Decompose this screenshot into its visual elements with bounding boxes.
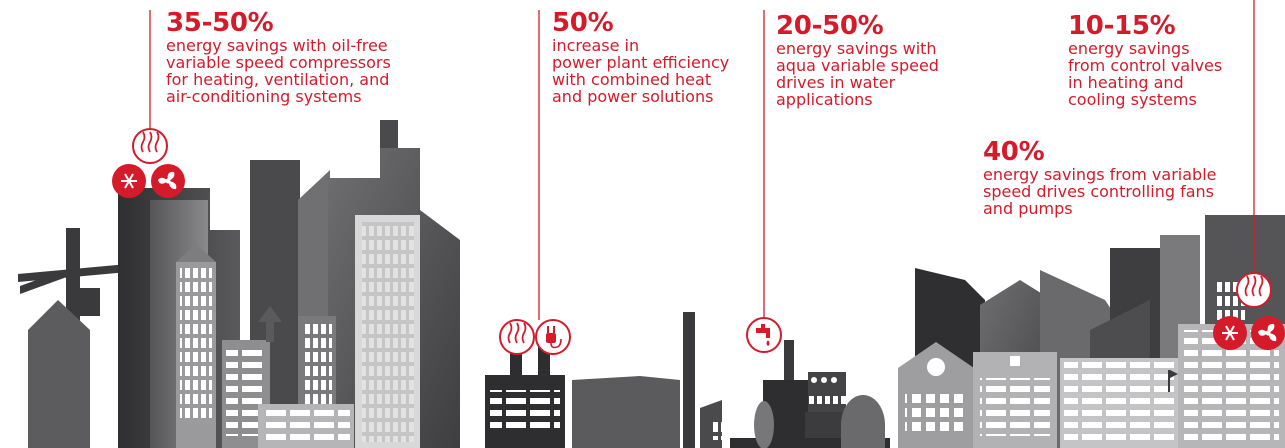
- stat-valves-description: energy savings from control valves in he…: [1068, 40, 1222, 108]
- crane: [18, 228, 150, 448]
- stat-hvac-line-3: for heating, ventilation, and: [166, 70, 390, 89]
- stat-water-description: energy savings with aqua variable speed …: [776, 40, 939, 108]
- heat-waves-icon: [499, 319, 535, 355]
- stat-fans-line-1: energy savings from variable: [983, 165, 1217, 184]
- fan-icon: [1251, 316, 1285, 350]
- stat-valves-line-3: in heating and: [1068, 73, 1184, 92]
- stat-fans-line-2: speed drives controlling fans: [983, 182, 1214, 201]
- heat-waves-icon: [132, 128, 168, 164]
- power-plant-group: [485, 312, 890, 448]
- left-city-group: [18, 120, 460, 448]
- callout-lines: [149, 0, 1255, 320]
- stat-water: 20-50% energy savings with aqua variable…: [776, 12, 939, 108]
- snowflake-icon: [1213, 316, 1247, 350]
- stat-water-percent: 20-50%: [776, 11, 884, 41]
- stat-chp: 50% increase in power plant efficiency w…: [552, 9, 729, 105]
- stat-fans-percent: 40%: [983, 137, 1045, 167]
- stat-hvac-description: energy savings with oil-free variable sp…: [166, 37, 391, 105]
- heat-waves-icon: [1236, 272, 1272, 308]
- stat-hvac: 35-50% energy savings with oil-free vari…: [166, 9, 391, 105]
- stat-chp-description: increase in power plant efficiency with …: [552, 37, 729, 105]
- stat-chp-line-1: increase in: [552, 36, 640, 55]
- stat-fans-description: energy savings from variable speed drive…: [983, 166, 1216, 217]
- stat-water-line-2: aqua variable speed: [776, 56, 939, 75]
- stat-fans-line-3: and pumps: [983, 199, 1073, 218]
- stat-chp-line-3: with combined heat: [552, 70, 712, 89]
- stat-valves-line-4: cooling systems: [1068, 90, 1197, 109]
- stat-hvac-line-1: energy savings with oil-free: [166, 36, 388, 55]
- stat-valves-line-2: from control valves: [1068, 56, 1223, 75]
- snowflake-icon: [112, 164, 146, 198]
- stat-water-line-4: applications: [776, 90, 873, 109]
- stat-chp-line-4: and power solutions: [552, 87, 714, 106]
- stat-valves-percent: 10-15%: [1068, 11, 1176, 41]
- stat-hvac-line-4: air-conditioning systems: [166, 87, 362, 106]
- fan-icon: [151, 164, 185, 198]
- water-tap-icon: [746, 317, 782, 353]
- stat-water-line-3: drives in water: [776, 73, 896, 92]
- stat-hvac-percent: 35-50%: [166, 8, 274, 38]
- stat-hvac-line-2: variable speed compressors: [166, 53, 391, 72]
- stat-water-line-1: energy savings with: [776, 39, 937, 58]
- stat-valves-line-1: energy savings: [1068, 39, 1190, 58]
- stat-chp-percent: 50%: [552, 8, 614, 38]
- stat-valves: 10-15% energy savings from control valve…: [1068, 12, 1222, 108]
- stat-fans: 40% energy savings from variable speed d…: [983, 138, 1216, 217]
- plug-icon: [535, 319, 571, 355]
- stat-chp-line-2: power plant efficiency: [552, 53, 730, 72]
